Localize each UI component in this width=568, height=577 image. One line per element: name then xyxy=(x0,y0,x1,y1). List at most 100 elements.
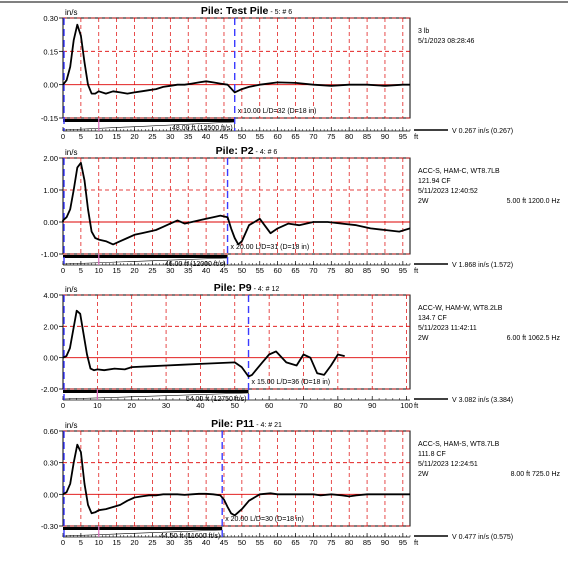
title-sub: - 5: # 6 xyxy=(268,9,292,16)
x-tick-label: 30 xyxy=(166,132,174,141)
info-line: 5/11/2023 11:42:11 xyxy=(418,325,477,332)
chart-panel-3: Pile: P9 - 4: # 12 in/s 4.00 2.00 0.00 -2.000… xyxy=(41,282,561,410)
length-label: 54.00 ft (12750 ft/s) xyxy=(186,396,247,403)
x-tick-label: 95 xyxy=(399,132,407,141)
x-tick-label: 40 xyxy=(196,401,204,410)
y-tick-label: 0.00 xyxy=(43,490,58,499)
title-sub: - 4: # 12 xyxy=(252,286,280,293)
x-tick-label: 90 xyxy=(381,538,389,547)
scale-label: x 20.00 L/D=31 (D=18 in) xyxy=(231,244,310,251)
x-tick-label: 5 xyxy=(79,266,83,275)
info-freq: 8.00 ft 725.0 Hz xyxy=(511,471,561,478)
x-tick-label: 5 xyxy=(79,538,83,547)
info-line: 5/11/2023 12:24:51 xyxy=(418,461,478,468)
info-line: ACC-S, HAM-C, WT8.7LB xyxy=(418,168,500,175)
x-tick-label: 60 xyxy=(273,538,281,547)
info-line: 111.8 CF xyxy=(418,451,446,458)
x-tick-label: 40 xyxy=(202,266,210,275)
y-tick-label: 1.00 xyxy=(43,186,58,195)
x-tick-label: 20 xyxy=(130,538,138,547)
info-line: 121.94 CF xyxy=(418,178,451,185)
info-mode: 2W xyxy=(418,471,429,478)
x-tick-label: 50 xyxy=(238,266,246,275)
x-tick-label: 50 xyxy=(238,132,246,141)
plot-frame xyxy=(62,17,411,119)
chart-title: Pile: P9 - 4: # 12 xyxy=(214,282,280,294)
x-tick-label: 75 xyxy=(327,538,335,547)
x-tick-label: 90 xyxy=(381,132,389,141)
x-tick-label: 10 xyxy=(95,266,103,275)
chart-title: Pile: P2 - 4: # 6 xyxy=(216,145,278,157)
x-tick-label: 65 xyxy=(291,132,299,141)
title-main: Pile: P2 xyxy=(216,145,254,157)
x-tick-label: 30 xyxy=(166,266,174,275)
x-tick-label: 65 xyxy=(291,538,299,547)
x-tick-label: 35 xyxy=(184,538,192,547)
x-tick-label: 30 xyxy=(166,538,174,547)
y-tick-label: 0.00 xyxy=(43,354,58,363)
x-tick-label: 85 xyxy=(363,538,371,547)
x-tick-label: 0 xyxy=(61,266,65,275)
scale-label: x 15.00 L/D=36 (D=18 in) xyxy=(252,379,331,386)
info-line: 5/1/2023 08:28:46 xyxy=(418,38,475,45)
info-line: 3 lb xyxy=(418,28,429,35)
x-tick-label: 0 xyxy=(61,132,65,141)
info-freq: 6.00 ft 1062.5 Hz xyxy=(507,335,561,342)
x-tick-label: 20 xyxy=(130,266,138,275)
plot-frame xyxy=(62,294,411,390)
velocity-trace xyxy=(62,161,411,246)
y-tick-label: 0.00 xyxy=(43,218,58,227)
plot-frame xyxy=(62,157,411,255)
y-tick-label: 0.15 xyxy=(43,47,58,56)
x-tick-label: 60 xyxy=(265,401,273,410)
chart-title: Pile: Test Pile - 5: # 6 xyxy=(201,5,292,17)
x-tick-label: 95 xyxy=(399,266,407,275)
x-tick-label: 0 xyxy=(61,401,65,410)
info-line: 134.7 CF xyxy=(418,315,447,322)
scale-label: x 10.00 L/D=32 (D=18 in) xyxy=(238,108,317,115)
x-tick-label: 95 xyxy=(399,538,407,547)
x-tick-label: 10 xyxy=(93,401,101,410)
velocity-trace xyxy=(62,23,410,95)
x-unit-label: ft xyxy=(414,538,419,547)
y-tick-label: -2.00 xyxy=(41,385,58,394)
info-line: ACC-W, HAM-W, WT8.2LB xyxy=(418,305,503,312)
x-tick-label: 70 xyxy=(299,401,307,410)
velocity-readout: V 0.267 in/s (0.267) xyxy=(452,128,513,135)
wedge-line xyxy=(62,529,223,537)
velocity-trace xyxy=(62,309,345,378)
info-mode: 2W xyxy=(418,335,429,342)
y-unit-label: in/s xyxy=(65,285,77,294)
wedge-line xyxy=(62,392,249,400)
x-tick-label: 35 xyxy=(184,132,192,141)
velocity-readout: V 1.868 in/s (1.572) xyxy=(452,262,513,269)
x-tick-label: 15 xyxy=(112,266,120,275)
x-unit-label: ft xyxy=(414,132,419,141)
x-tick-label: 55 xyxy=(256,266,264,275)
length-bar xyxy=(63,527,223,530)
x-tick-label: 75 xyxy=(327,266,335,275)
x-tick-label: 50 xyxy=(231,401,239,410)
y-unit-label: in/s xyxy=(65,148,77,157)
velocity-trace xyxy=(62,443,410,517)
chart-panel-4: Pile: P11 - 4: # 21 in/s 0.60 0.30 0.00 -0.30… xyxy=(41,418,561,547)
title-main: Pile: Test Pile xyxy=(201,5,269,17)
x-tick-label: 65 xyxy=(291,266,299,275)
x-tick-label: 70 xyxy=(309,132,317,141)
x-tick-label: 40 xyxy=(202,538,210,547)
x-tick-label: 70 xyxy=(309,266,317,275)
x-tick-label: 25 xyxy=(148,538,156,547)
x-tick-label: 50 xyxy=(238,538,246,547)
x-tick-label: 25 xyxy=(148,132,156,141)
info-line: 5/11/2023 12:40:52 xyxy=(418,188,478,195)
x-tick-label: 55 xyxy=(256,538,264,547)
x-tick-label: 100 xyxy=(400,401,413,410)
x-tick-label: 0 xyxy=(61,538,65,547)
x-tick-label: 45 xyxy=(220,266,228,275)
x-tick-label: 90 xyxy=(368,401,376,410)
length-bar xyxy=(63,119,235,122)
y-tick-label: 2.00 xyxy=(43,154,58,163)
x-tick-label: 25 xyxy=(148,266,156,275)
x-tick-label: 60 xyxy=(273,266,281,275)
